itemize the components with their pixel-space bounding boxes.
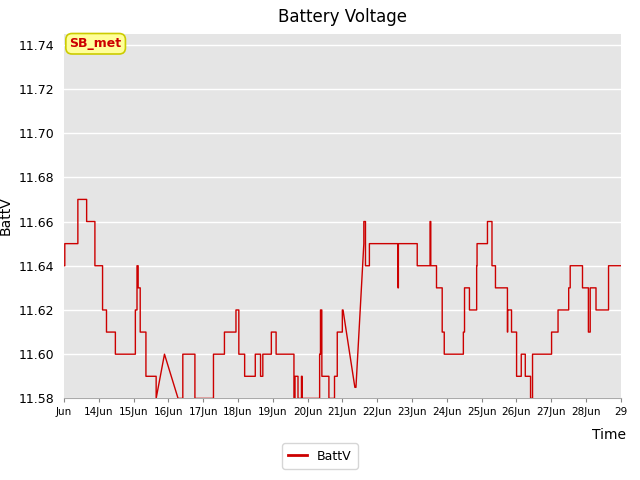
X-axis label: Time: Time <box>593 428 627 442</box>
Legend: BattV: BattV <box>282 444 358 469</box>
Y-axis label: BattV: BattV <box>0 197 13 235</box>
Text: SB_met: SB_met <box>70 37 122 50</box>
Title: Battery Voltage: Battery Voltage <box>278 9 407 26</box>
